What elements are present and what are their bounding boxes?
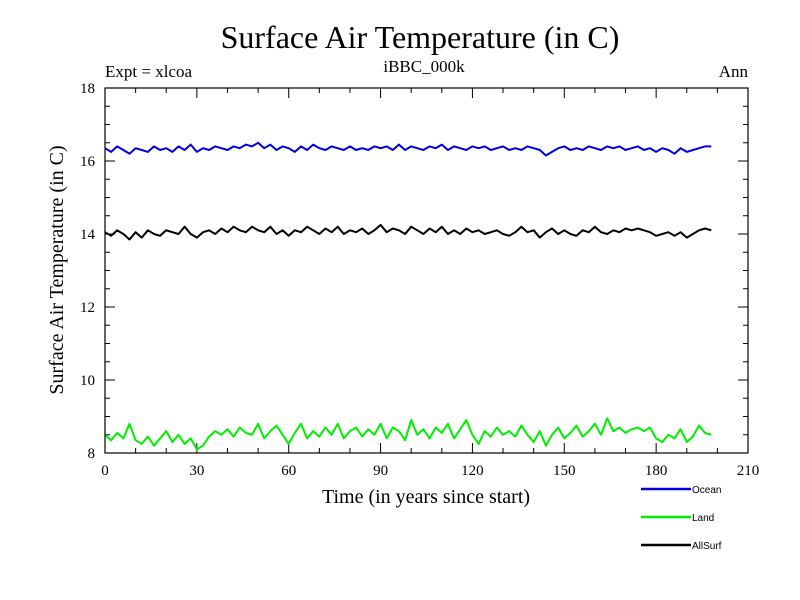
x-axis-label: Time (in years since start) (322, 486, 530, 508)
y-tick-label: 8 (88, 446, 96, 462)
y-tick-label: 18 (80, 81, 95, 97)
series-line-ocean (104, 141, 712, 157)
axes: 0 30 60 90 120 150 180 210 8 10 12 14 16 18 (80, 81, 759, 479)
y-axis-label: Surface Air Temperature (in C) (46, 145, 68, 394)
legend-label-land: Land (692, 513, 714, 524)
x-tick-label: 150 (553, 463, 576, 479)
series-line-allsurf (104, 223, 712, 241)
chart-title: Surface Air Temperature (in C) (221, 19, 620, 55)
legend: Ocean Land AllSurf (641, 485, 722, 552)
y-tick-label: 14 (80, 227, 96, 243)
series-line-land (104, 417, 712, 451)
series-lines (104, 141, 712, 451)
x-tick-label: 90 (373, 463, 388, 479)
y-tick-label: 10 (80, 373, 95, 389)
y-tick-label: 16 (80, 154, 96, 170)
experiment-label: Expt = xlcoa (105, 62, 192, 81)
run-label: iBBC_000k (383, 57, 465, 76)
x-tick-label: 0 (101, 463, 109, 479)
x-tick-label: 60 (281, 463, 296, 479)
legend-label-ocean: Ocean (692, 485, 721, 496)
legend-label-allsurf: AllSurf (692, 541, 722, 552)
x-tick-label: 180 (645, 463, 668, 479)
x-tick-label: 210 (737, 463, 760, 479)
season-label: Ann (719, 62, 749, 81)
x-tick-label: 30 (189, 463, 204, 479)
plot-frame (104, 87, 749, 454)
y-tick-label: 12 (80, 300, 95, 316)
x-tick-label: 120 (461, 463, 484, 479)
